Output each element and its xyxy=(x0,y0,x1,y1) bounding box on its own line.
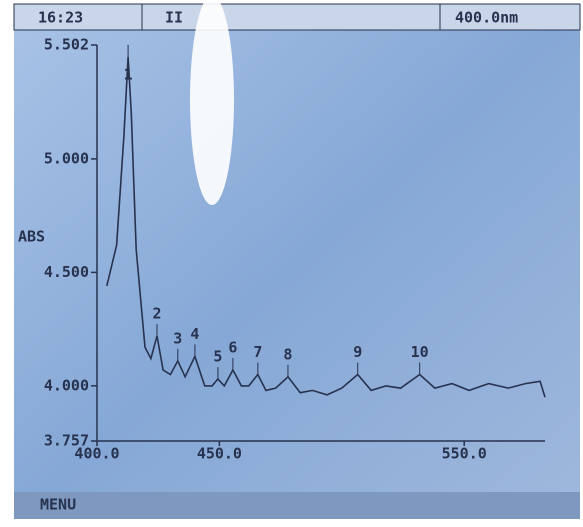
x-tick-label: 400.0 xyxy=(74,445,119,463)
peak-label: 5 xyxy=(213,348,222,366)
peak-label: 10 xyxy=(411,343,429,361)
peak-label: 9 xyxy=(353,343,362,361)
peak-label: 2 xyxy=(152,304,161,322)
y-tick-label: 5.000 xyxy=(44,149,89,167)
peak-label: 1 xyxy=(124,66,133,84)
peak-label: 7 xyxy=(253,343,262,361)
peak-label: 4 xyxy=(190,325,199,343)
wavelength: 400.0nm xyxy=(455,9,518,27)
y-axis-label: ABS xyxy=(18,228,45,246)
x-tick-label: 550.0 xyxy=(442,445,487,463)
footer-bar xyxy=(14,492,580,519)
peak-label: 3 xyxy=(173,329,182,347)
y-tick-label: 4.500 xyxy=(44,263,89,281)
y-tick-label: 4.000 xyxy=(44,376,89,394)
peak-label: 8 xyxy=(283,345,292,363)
time: 16:23 xyxy=(38,9,83,27)
peak-label: 6 xyxy=(228,338,237,356)
x-tick-label: 450.0 xyxy=(197,445,242,463)
chart: 16:23 II 400.0nm MENU ABS 3.7574.0004.50… xyxy=(0,0,583,523)
glare xyxy=(190,0,234,205)
page: 16:23 II 400.0nm MENU ABS 3.7574.0004.50… xyxy=(0,0,583,523)
menu: MENU xyxy=(40,496,76,514)
mode: II xyxy=(165,9,183,27)
y-tick-label: 5.502 xyxy=(44,36,89,54)
